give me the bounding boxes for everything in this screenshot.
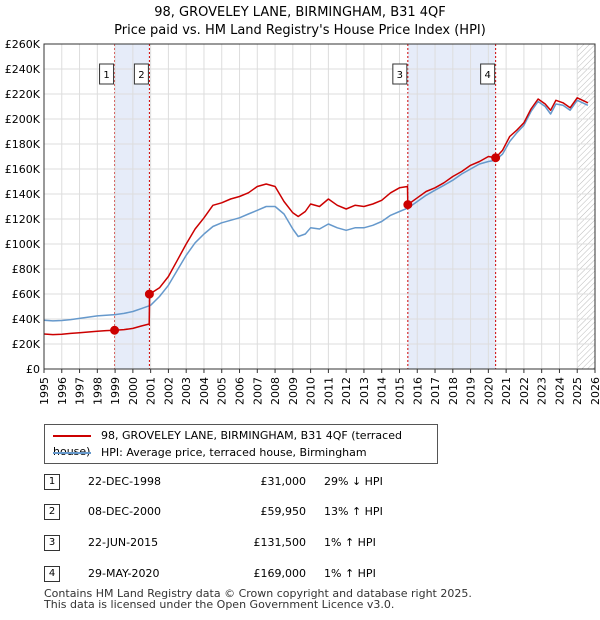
future-hatch-region — [577, 44, 595, 369]
x-tick-label: 2020 — [482, 377, 495, 405]
chart-title-line1: 98, GROVELEY LANE, BIRMINGHAM, B31 4QF — [154, 5, 446, 20]
y-tick-label: £0 — [26, 363, 40, 376]
x-tick-label: 2013 — [358, 377, 371, 405]
x-tick-label: 2008 — [269, 377, 282, 405]
x-tick-label: 2002 — [162, 377, 175, 405]
transaction-price: £131,500 — [253, 536, 307, 549]
legend-label-hpi: HPI: Average price, terraced house, Birm… — [101, 446, 367, 459]
x-tick-label: 2007 — [251, 377, 264, 405]
price-chart: 1 2 3 4 £0 £20K £40K £60K £80K £100K £120K £140K £1… — [5, 38, 600, 405]
table-row: 3 22-JUN-2015 £131,500 1% ↑ HPI — [44, 533, 464, 553]
x-tick-label: 2017 — [429, 377, 442, 405]
hpi-line — [43, 99, 589, 322]
transaction-date: 08-DEC-2000 — [88, 505, 162, 518]
x-tick-label: 1999 — [109, 377, 122, 405]
x-tick-label: 2011 — [322, 377, 335, 405]
x-tick-label: 2018 — [447, 377, 460, 405]
x-tick-label: 2004 — [198, 377, 211, 405]
y-tick-label: £80K — [12, 263, 41, 276]
y-tick-label: £40K — [12, 313, 41, 326]
y-tick-label: £160K — [5, 163, 41, 176]
x-tick-label: 2024 — [553, 377, 566, 405]
x-tick-label: 2026 — [589, 377, 600, 405]
property-price-line — [43, 97, 589, 336]
table-row: 2 08-DEC-2000 £59,950 13% ↑ HPI — [44, 502, 464, 522]
x-tick-label: 2005 — [216, 377, 229, 405]
x-tick-label: 1995 — [38, 377, 51, 405]
transaction-hpi: 13% ↑ HPI — [324, 505, 383, 518]
sale-point — [144, 289, 154, 299]
footer-copyright: Contains HM Land Registry data © Crown c… — [44, 587, 472, 600]
sale-label-box — [392, 63, 408, 85]
x-tick-label: 2023 — [536, 377, 549, 405]
sale-point — [491, 153, 501, 163]
y-tick-label: £140K — [5, 188, 41, 201]
y-tick-label: £60K — [12, 288, 41, 301]
x-tick-label: 1998 — [91, 377, 104, 405]
plot-frame — [43, 43, 596, 370]
transaction-date: 29-MAY-2020 — [88, 567, 160, 580]
chart-title: 98, GROVELEY LANE, BIRMINGHAM, B31 4QF P… — [0, 4, 600, 40]
legend-item-hpi: HPI: Average price, terraced house, Birm… — [53, 445, 367, 461]
y-tick-label: £200K — [5, 113, 41, 126]
x-tick-label: 2014 — [376, 377, 389, 405]
sale-point — [403, 200, 413, 210]
transaction-date: 22-DEC-1998 — [88, 475, 162, 488]
transaction-hpi: 29% ↓ HPI — [324, 475, 383, 488]
y-tick-label: £120K — [5, 213, 41, 226]
x-tick-label: 2019 — [465, 377, 478, 405]
sale-point — [110, 325, 120, 335]
transaction-price: £169,000 — [253, 567, 307, 580]
transaction-hpi: 1% ↑ HPI — [324, 536, 376, 549]
chart-title-line2: Price paid vs. HM Land Registry's House … — [114, 23, 486, 38]
shaded-ownership-period — [114, 44, 150, 369]
legend: 98, GROVELEY LANE, BIRMINGHAM, B31 4QF (… — [44, 424, 438, 464]
transaction-hpi: 1% ↑ HPI — [324, 567, 376, 580]
x-tick-label: 2015 — [393, 377, 406, 405]
sale-label: 1 — [103, 70, 109, 81]
x-tick-label: 2009 — [287, 377, 300, 405]
sale-label-box — [99, 63, 115, 85]
transaction-number: 1 — [44, 474, 60, 490]
table-row: 1 22-DEC-1998 £31,000 29% ↓ HPI — [44, 472, 464, 492]
x-tick-label: 2025 — [571, 377, 584, 405]
x-tick-label: 2000 — [127, 377, 140, 405]
y-tick-label: £260K — [5, 38, 41, 51]
y-tick-label: £180K — [5, 138, 41, 151]
sale-label-box — [480, 63, 496, 85]
shaded-ownership-period — [407, 44, 496, 369]
transaction-price: £31,000 — [260, 475, 307, 488]
sale-label: 4 — [484, 70, 490, 81]
footer-licence: This data is licensed under the Open Gov… — [44, 598, 395, 611]
y-tick-label: £220K — [5, 88, 41, 101]
x-tick-label: 2003 — [180, 377, 193, 405]
transaction-number: 4 — [44, 566, 60, 582]
sale-label-box — [133, 63, 149, 85]
x-tick-label: 2010 — [305, 377, 318, 405]
x-tick-label: 2006 — [234, 377, 247, 405]
legend-swatch-hpi — [53, 452, 91, 454]
sale-label: 2 — [138, 70, 144, 81]
x-tick-label: 2001 — [145, 377, 158, 405]
legend-swatch-property — [53, 435, 91, 437]
x-tick-label: 1996 — [56, 377, 69, 405]
x-tick-label: 1997 — [74, 377, 87, 405]
x-tick-label: 2021 — [500, 377, 513, 405]
table-row: 4 29-MAY-2020 £169,000 1% ↑ HPI — [44, 564, 464, 584]
transaction-price: £59,950 — [260, 505, 307, 518]
transaction-date: 22-JUN-2015 — [88, 536, 159, 549]
footer: Contains HM Land Registry data © Crown c… — [44, 588, 472, 610]
x-tick-label: 2016 — [411, 377, 424, 405]
legend-label-property: 98, GROVELEY LANE, BIRMINGHAM, B31 4QF (… — [53, 429, 402, 458]
x-tick-label: 2022 — [518, 377, 531, 405]
transaction-number: 2 — [44, 504, 60, 520]
legend-item-property: 98, GROVELEY LANE, BIRMINGHAM, B31 4QF (… — [53, 428, 437, 458]
sale-label: 3 — [397, 70, 403, 81]
transaction-number: 3 — [44, 535, 60, 551]
x-tick-label: 2012 — [340, 377, 353, 405]
y-tick-label: £240K — [5, 63, 41, 76]
y-tick-label: £100K — [5, 238, 41, 251]
y-tick-label: £20K — [12, 338, 41, 351]
